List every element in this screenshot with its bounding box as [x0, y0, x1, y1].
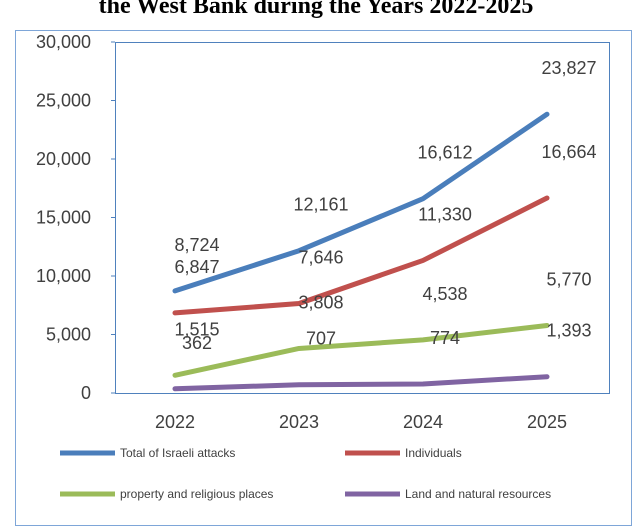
legend-label: Individuals [405, 446, 462, 460]
data-label: 707 [306, 329, 336, 349]
chart-border [15, 30, 632, 526]
x-tick-label: 2023 [279, 412, 319, 432]
legend-label: property and religious places [120, 487, 273, 501]
y-tick-label: 30,000 [36, 32, 91, 52]
series-line [172, 195, 550, 316]
y-tick-label: 10,000 [36, 266, 91, 286]
x-tick-label: 2022 [155, 412, 195, 432]
y-tick-label: 15,000 [36, 208, 91, 228]
series-line [172, 322, 550, 378]
data-label: 6,847 [174, 257, 219, 277]
legend-label: Land and natural resources [405, 487, 551, 501]
data-label: 12,161 [293, 195, 348, 215]
y-tick-label: 20,000 [36, 149, 91, 169]
chart-title: the West Bank during the Years 2022-2025 [99, 0, 534, 19]
legend-label: Total of Israeli attacks [120, 446, 235, 460]
y-tick-label: 5,000 [46, 325, 91, 345]
y-tick-label: 0 [81, 383, 91, 403]
data-label: 3,808 [298, 292, 343, 312]
x-tick-label: 2025 [527, 412, 567, 432]
series-line [172, 374, 550, 392]
plot-border [115, 42, 610, 394]
x-tick-label: 2024 [403, 412, 443, 432]
data-label: 1,393 [546, 321, 591, 341]
data-label: 23,827 [541, 58, 596, 78]
data-label: 774 [430, 328, 460, 348]
series-line [172, 111, 550, 294]
data-label: 7,646 [298, 248, 343, 268]
data-label: 16,664 [541, 142, 596, 162]
data-label: 16,612 [417, 143, 472, 163]
data-label: 8,724 [174, 235, 219, 255]
data-label: 4,538 [422, 284, 467, 304]
data-label: 362 [182, 333, 212, 353]
data-label: 1,515 [174, 319, 219, 339]
data-label: 11,330 [418, 204, 472, 224]
y-tick-label: 25,000 [36, 91, 91, 111]
data-label: 5,770 [546, 269, 591, 289]
